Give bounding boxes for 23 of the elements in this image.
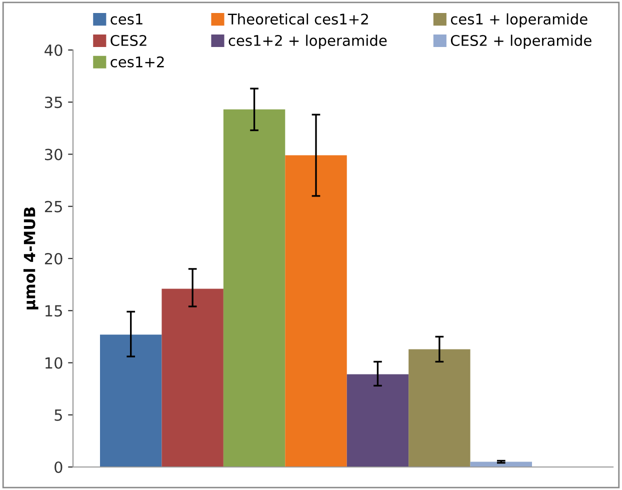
y-tick-label: 30: [45, 148, 62, 160]
legend-label: ces1 + loperamide: [450, 13, 588, 28]
y-tick-label: 25: [44, 200, 62, 212]
y-tick-label: 0: [54, 461, 62, 474]
y-tick-label: 40: [44, 44, 62, 56]
bar: [162, 288, 224, 467]
bar: [285, 155, 347, 467]
y-tick-label: 5: [54, 410, 62, 421]
bar: [100, 334, 162, 467]
bar: [408, 349, 470, 467]
bar: [223, 109, 286, 467]
legend-label: Theoretical ces1+2: [228, 13, 368, 25]
y-axis-title: µmol 4-MUB: [23, 207, 38, 310]
y-tick-label: 35: [45, 96, 62, 108]
y-tick-label: 15: [46, 305, 62, 317]
legend-label: CES2: [110, 34, 146, 46]
bar: [346, 374, 409, 467]
legend-label: ces1: [110, 14, 142, 25]
legend-label: ces1+2: [110, 56, 164, 68]
legend-label: CES2 + loperamide: [450, 34, 592, 49]
y-tick-label: 10: [46, 357, 62, 369]
legend-label: ces1+2 + loperamide: [228, 34, 387, 49]
y-tick-label: 20: [44, 252, 62, 265]
